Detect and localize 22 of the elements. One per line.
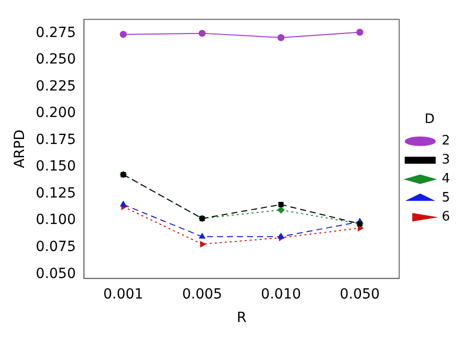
y-tick-label: 0.275	[36, 24, 76, 41]
x-axis-title: R	[236, 310, 247, 326]
legend-label: 3	[442, 152, 450, 168]
y-tick-label: 0.125	[36, 185, 76, 202]
y-tick-label: 0.150	[36, 158, 76, 175]
x-tick-label: 0.001	[103, 286, 144, 302]
y-tick-label: 0.250	[36, 52, 76, 68]
x-tick-label: 0.050	[340, 286, 380, 302]
y-tick-label: 0.100	[36, 212, 76, 228]
y-tick-label: 0.075	[36, 239, 76, 256]
x-tick-label: 0.010	[260, 286, 302, 302]
legend-label: 4	[442, 172, 450, 187]
legend-label: 2	[442, 134, 450, 149]
legend-title: D	[424, 112, 435, 128]
x-tick-label: 0.005	[182, 286, 222, 302]
legend-label: 6	[442, 210, 450, 225]
y-tick-label: 0.225	[36, 78, 76, 94]
y-tick-label: 0.175	[36, 132, 76, 148]
legend-label: 5	[442, 190, 450, 206]
y-tick-label: 0.200	[36, 105, 76, 122]
y-axis-title: ARPD	[12, 130, 28, 168]
y-tick-label: 0.050	[36, 266, 76, 282]
